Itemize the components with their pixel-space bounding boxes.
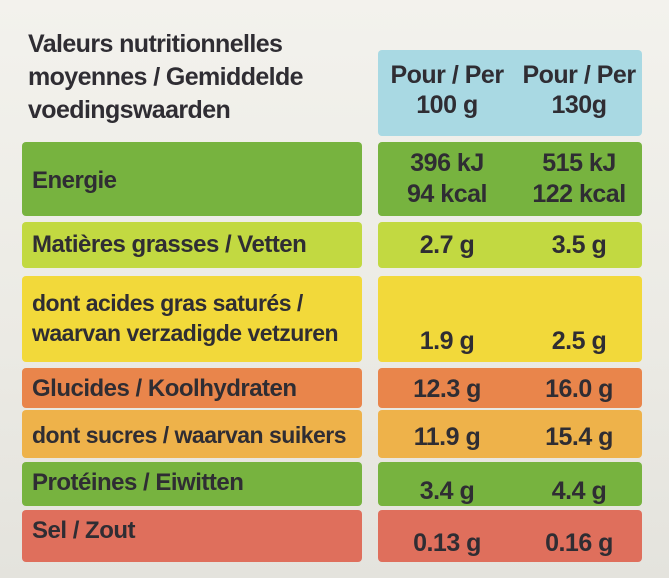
protein-label-band: [22, 462, 362, 506]
table-title: Valeurs nutritionnelles moyennes / Gemid…: [28, 30, 304, 124]
carbs-value-band: [378, 368, 642, 408]
saturated-fat-value-130g: 2.5 g: [551, 327, 607, 355]
salt-value-130g: 0.16 g: [545, 529, 613, 557]
salt-value-band: [378, 510, 642, 562]
fat-label: Matières grasses / Vetten: [32, 231, 307, 258]
saturated-fat-value-100g: 1.9 g: [419, 327, 475, 355]
header-band: [378, 50, 642, 136]
energy-value-band: [378, 142, 642, 216]
sugars-label: dont sucres / waarvan suikers: [32, 422, 347, 448]
saturated-fat-label-band: [22, 276, 362, 362]
carbs-value-130g: 16.0 g: [545, 375, 613, 403]
energy-value-130g: 515 kJ 122 kcal: [532, 149, 626, 208]
energy-label: Energie: [32, 167, 117, 194]
salt-value-100g: 0.13 g: [413, 529, 481, 557]
column-header-130g: Pour / Per 130g: [522, 61, 636, 119]
protein-value-130g: 4.4 g: [551, 477, 607, 505]
sugars-value-band: [378, 410, 642, 458]
protein-value-band: [378, 462, 642, 506]
energy-label-band: [22, 142, 362, 216]
saturated-fat-value-band: [378, 276, 642, 362]
fat-value-100g: 2.7 g: [419, 231, 475, 259]
column-header-100g: Pour / Per 100 g: [390, 61, 504, 119]
sugars-value-130g: 15.4 g: [545, 423, 613, 451]
carbs-value-100g: 12.3 g: [413, 375, 481, 403]
salt-label: Sel / Zout: [32, 517, 136, 544]
protein-label: Protéines / Eiwitten: [32, 469, 244, 496]
saturated-fat-label: dont acides gras saturés / waarvan verza…: [32, 290, 339, 346]
fat-value-130g: 3.5 g: [551, 231, 607, 259]
energy-value-100g: 396 kJ 94 kcal: [407, 149, 487, 208]
carbs-label: Glucides / Koolhydraten: [32, 375, 297, 402]
sugars-value-100g: 11.9 g: [413, 423, 481, 451]
protein-value-100g: 3.4 g: [419, 477, 475, 505]
salt-label-band: [22, 510, 362, 562]
fat-label-band: [22, 222, 362, 268]
carbs-label-band: [22, 368, 362, 408]
fat-value-band: [378, 222, 642, 268]
sugars-label-band: [22, 410, 362, 458]
